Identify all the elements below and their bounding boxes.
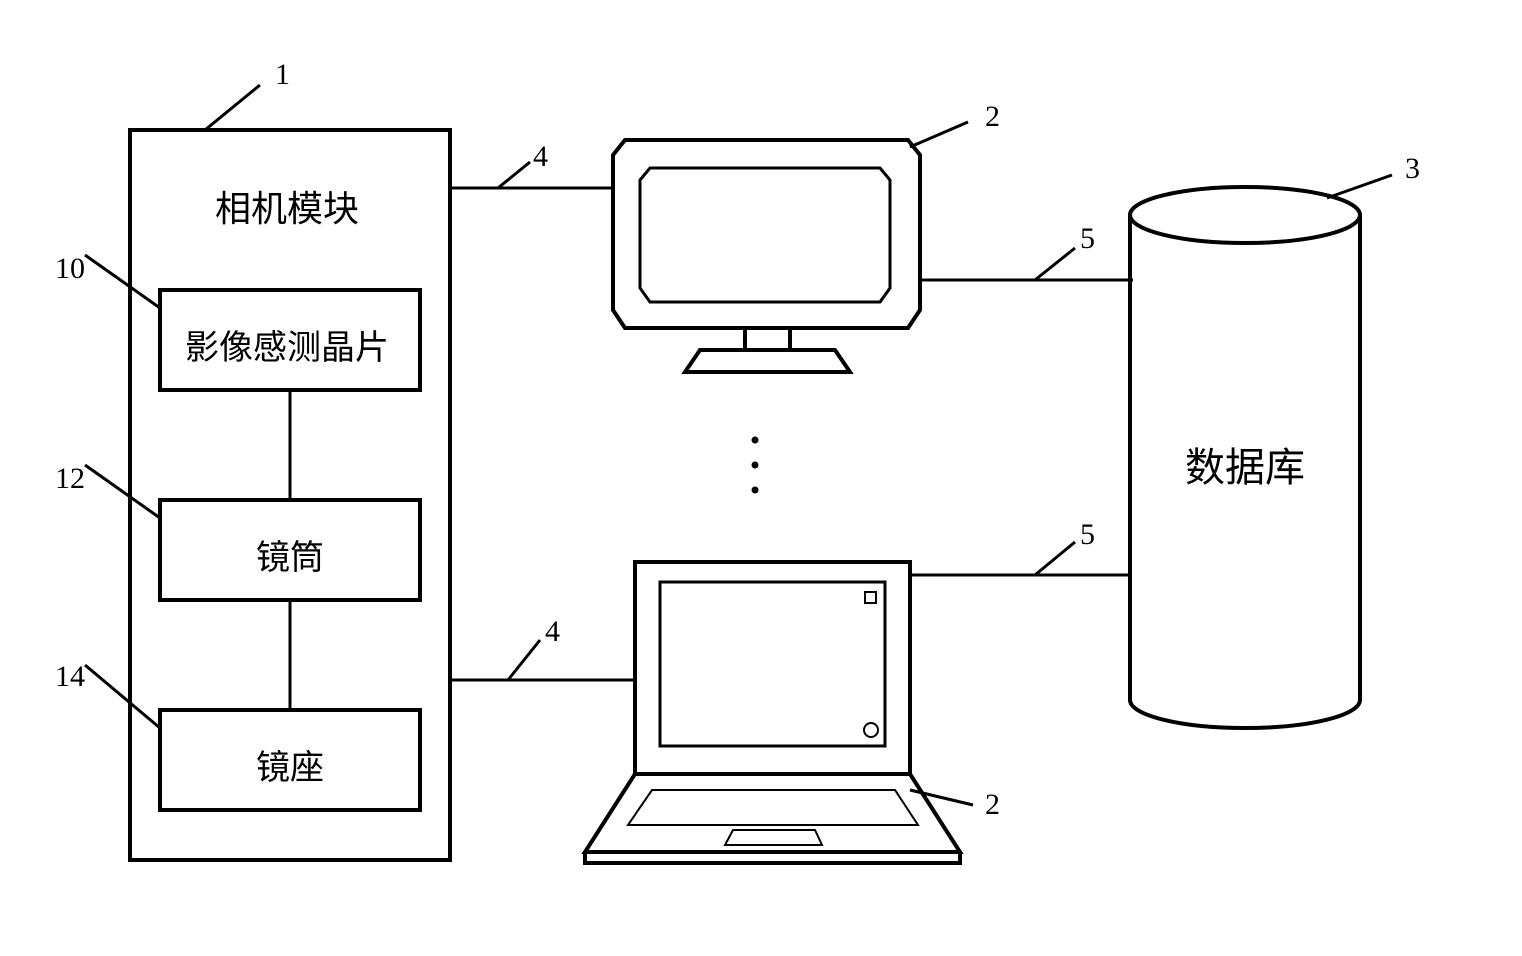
lead-2-top [910,122,968,147]
lead-4-top [498,162,530,188]
lead-12 [85,465,160,518]
label-5-top: 5 [1080,222,1095,256]
comp2-label: 镜筒 [256,530,324,579]
lead-4-bottom [508,640,540,680]
label-10: 10 [55,252,85,286]
laptop-icon [585,562,960,863]
lead-1 [205,85,260,130]
lead-10 [85,255,160,308]
lead-5-bottom [1035,542,1075,575]
lead-5-top [1035,248,1075,280]
lead-2-bottom [910,790,973,805]
label-12: 12 [55,462,85,496]
database-label: 数据库 [1185,435,1305,493]
label-2-top: 2 [985,100,1000,134]
label-2-bottom: 2 [985,788,1000,822]
lead-14 [85,665,160,728]
comp3-label: 镜座 [256,740,324,789]
label-5-bottom: 5 [1080,518,1095,552]
label-4-bottom: 4 [545,615,560,649]
module-title: 相机模块 [215,180,359,232]
label-1: 1 [275,58,290,92]
label-4-top: 4 [533,140,548,174]
comp1-label: 影像感测晶片 [185,320,389,369]
lead-3 [1327,175,1392,198]
label-3: 3 [1405,152,1420,186]
label-14: 14 [55,660,85,694]
monitor-icon [613,140,920,372]
